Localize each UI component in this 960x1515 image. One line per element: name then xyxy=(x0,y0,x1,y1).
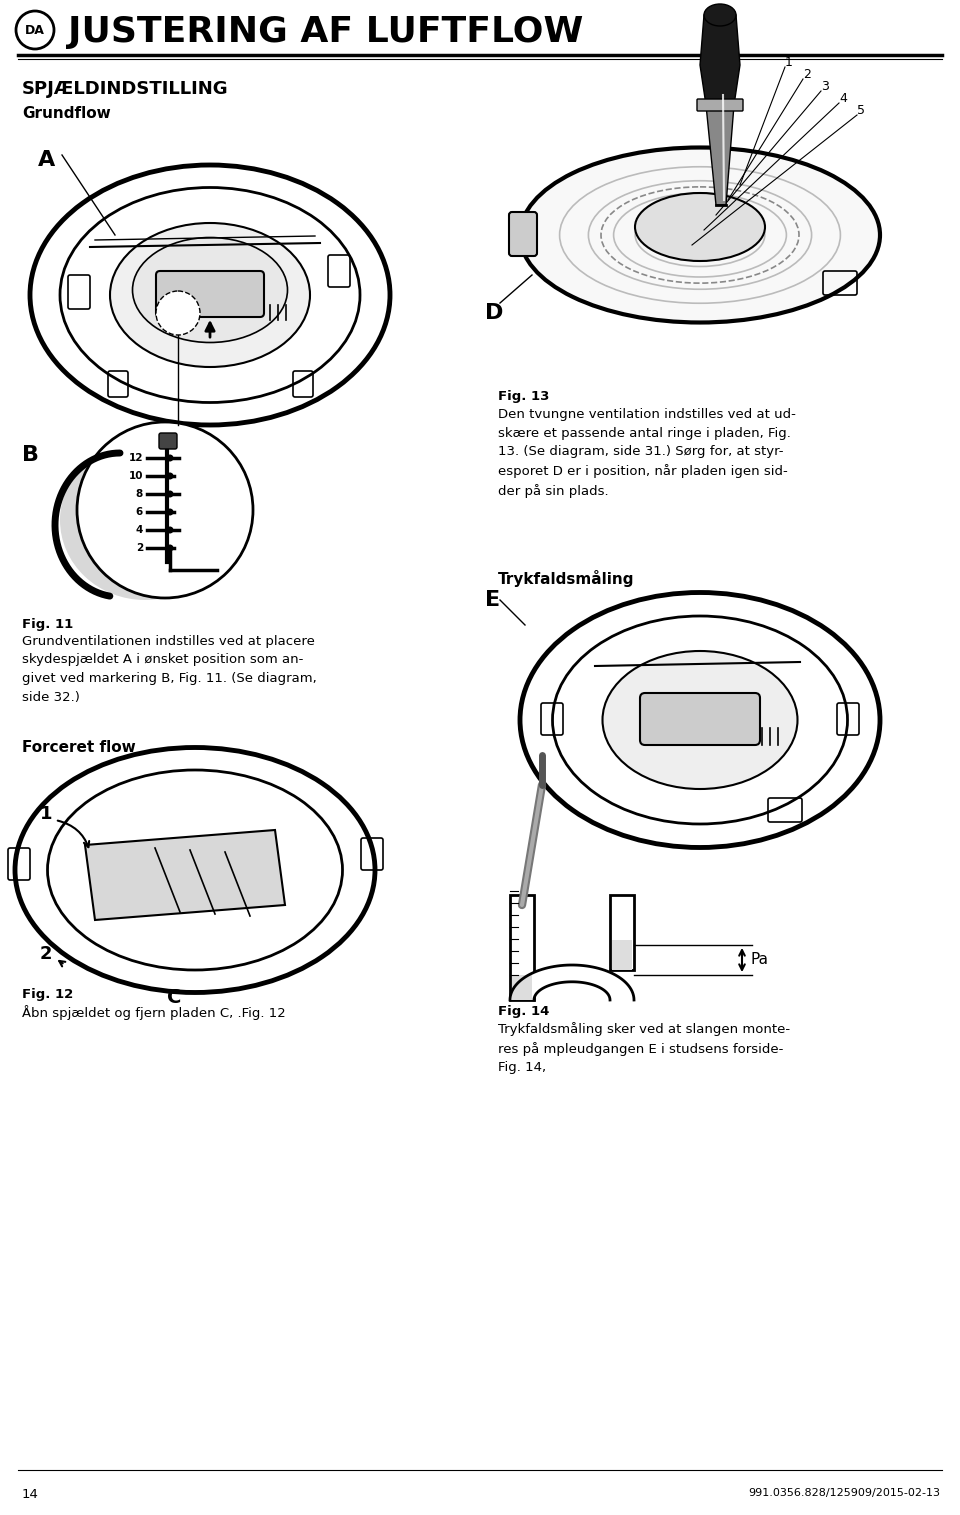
Text: D: D xyxy=(485,303,503,323)
Ellipse shape xyxy=(60,439,230,600)
Circle shape xyxy=(166,454,174,462)
Text: 8: 8 xyxy=(135,489,143,498)
Text: Fig. 13: Fig. 13 xyxy=(498,389,549,403)
Text: Grundventilationen indstilles ved at placere
skydespjældet A i ønsket position s: Grundventilationen indstilles ved at pla… xyxy=(22,635,317,703)
Circle shape xyxy=(156,291,200,335)
Ellipse shape xyxy=(603,651,798,789)
Polygon shape xyxy=(85,830,285,920)
FancyBboxPatch shape xyxy=(510,895,534,1000)
Text: Fig. 12: Fig. 12 xyxy=(22,988,73,1001)
Ellipse shape xyxy=(522,594,878,845)
FancyBboxPatch shape xyxy=(610,895,634,970)
Text: 2: 2 xyxy=(135,542,143,553)
Polygon shape xyxy=(700,15,740,105)
Text: C: C xyxy=(167,988,181,1007)
Circle shape xyxy=(166,544,174,551)
Text: A: A xyxy=(38,150,56,170)
Text: 991.0356.828/125909/2015-02-13: 991.0356.828/125909/2015-02-13 xyxy=(748,1488,940,1498)
Circle shape xyxy=(166,527,174,533)
FancyBboxPatch shape xyxy=(697,98,743,111)
FancyBboxPatch shape xyxy=(509,212,537,256)
Text: Grundflow: Grundflow xyxy=(22,106,110,121)
Text: 14: 14 xyxy=(22,1488,38,1501)
Ellipse shape xyxy=(132,238,287,342)
Circle shape xyxy=(166,473,174,480)
Text: E: E xyxy=(485,589,500,611)
Text: 5: 5 xyxy=(857,105,865,118)
Circle shape xyxy=(77,423,253,598)
Polygon shape xyxy=(706,105,734,205)
Text: 4: 4 xyxy=(135,526,143,535)
Text: 12: 12 xyxy=(129,453,143,464)
Text: Pa: Pa xyxy=(750,953,768,968)
Ellipse shape xyxy=(635,192,765,261)
Text: Forceret flow: Forceret flow xyxy=(22,739,135,754)
Circle shape xyxy=(166,509,174,515)
Text: Trykfaldsmåling: Trykfaldsmåling xyxy=(498,570,635,586)
FancyBboxPatch shape xyxy=(640,692,760,745)
FancyBboxPatch shape xyxy=(612,939,632,970)
Text: 1: 1 xyxy=(40,804,53,823)
Ellipse shape xyxy=(110,223,310,367)
Ellipse shape xyxy=(520,147,880,323)
Text: SPJÆLDINDSTILLING: SPJÆLDINDSTILLING xyxy=(22,80,228,98)
Polygon shape xyxy=(510,965,634,1000)
Text: Åbn spjældet og fjern pladen C, .Fig. 12: Åbn spjældet og fjern pladen C, .Fig. 12 xyxy=(22,1004,286,1020)
Text: JUSTERING AF LUFTFLOW: JUSTERING AF LUFTFLOW xyxy=(68,15,584,48)
Text: 3: 3 xyxy=(821,80,828,94)
FancyBboxPatch shape xyxy=(156,271,264,317)
Text: Den tvungne ventilation indstilles ved at ud-
skære et passende antal ringe i pl: Den tvungne ventilation indstilles ved a… xyxy=(498,408,796,498)
Text: 1: 1 xyxy=(785,56,793,70)
Text: DA: DA xyxy=(25,24,45,38)
Ellipse shape xyxy=(17,750,373,991)
Text: Fig. 11: Fig. 11 xyxy=(22,618,73,632)
Text: 2: 2 xyxy=(40,945,53,964)
Circle shape xyxy=(166,491,174,497)
Text: 10: 10 xyxy=(129,471,143,480)
Text: Fig. 14: Fig. 14 xyxy=(498,1004,549,1018)
Ellipse shape xyxy=(704,5,736,26)
Text: 4: 4 xyxy=(839,92,847,106)
FancyBboxPatch shape xyxy=(159,433,177,448)
Text: 6: 6 xyxy=(135,508,143,517)
Text: Trykfaldsmåling sker ved at slangen monte-
res på mpleudgangen E i studsens fors: Trykfaldsmåling sker ved at slangen mont… xyxy=(498,1023,790,1074)
Text: B: B xyxy=(22,445,39,465)
Ellipse shape xyxy=(61,188,359,401)
Text: 2: 2 xyxy=(803,68,811,82)
FancyBboxPatch shape xyxy=(512,976,532,1000)
